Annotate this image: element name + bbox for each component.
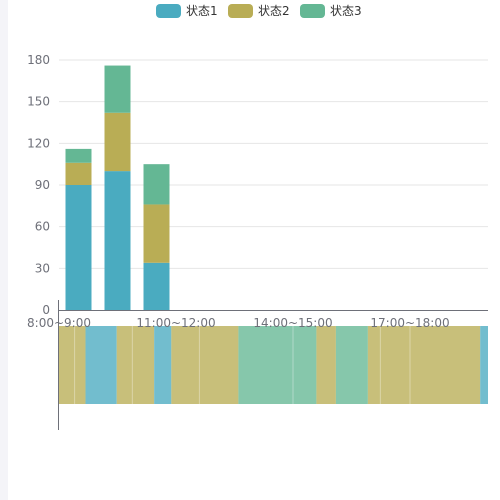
y-tick-label: 30 (35, 261, 50, 275)
timeline-segment (116, 326, 155, 404)
bar-segment (104, 65, 131, 113)
bar-segment (143, 164, 170, 205)
timeline-segment (85, 326, 117, 404)
bar-segment (65, 148, 92, 163)
y-tick-label: 120 (27, 136, 50, 150)
timeline-segment (335, 326, 368, 404)
bar-segment (143, 204, 170, 263)
y-tick-label: 90 (35, 178, 50, 192)
legend-swatch (300, 4, 325, 18)
bar-segment (104, 171, 131, 310)
timeline-segment (59, 326, 86, 404)
y-tick-label: 180 (27, 53, 50, 67)
bar-segment (65, 185, 92, 310)
timeline-segment (367, 326, 481, 404)
y-tick-label: 60 (35, 220, 50, 234)
y-tick-label: 0 (42, 303, 50, 317)
x-tick-label: 11:00~12:00 (136, 316, 215, 330)
legend-label: 状态3 (330, 4, 362, 18)
timeline-segment (238, 326, 317, 404)
bar-segment (143, 262, 170, 310)
x-tick-label: 17:00~18:00 (370, 316, 449, 330)
bar-segment (104, 112, 131, 172)
timeline-segment (316, 326, 336, 404)
y-tick-label: 150 (27, 95, 50, 109)
legend-swatch (228, 4, 253, 18)
legend-label: 状态2 (258, 4, 290, 18)
legend-swatch (156, 4, 181, 18)
x-tick-label: 14:00~15:00 (253, 316, 332, 330)
legend-label: 状态1 (186, 4, 218, 18)
timeline-segment (480, 326, 488, 404)
bar-segment (65, 162, 92, 185)
x-tick-label: 8:00~9:00 (27, 316, 91, 330)
timeline-segment (154, 326, 172, 404)
timeline-segment (171, 326, 239, 404)
